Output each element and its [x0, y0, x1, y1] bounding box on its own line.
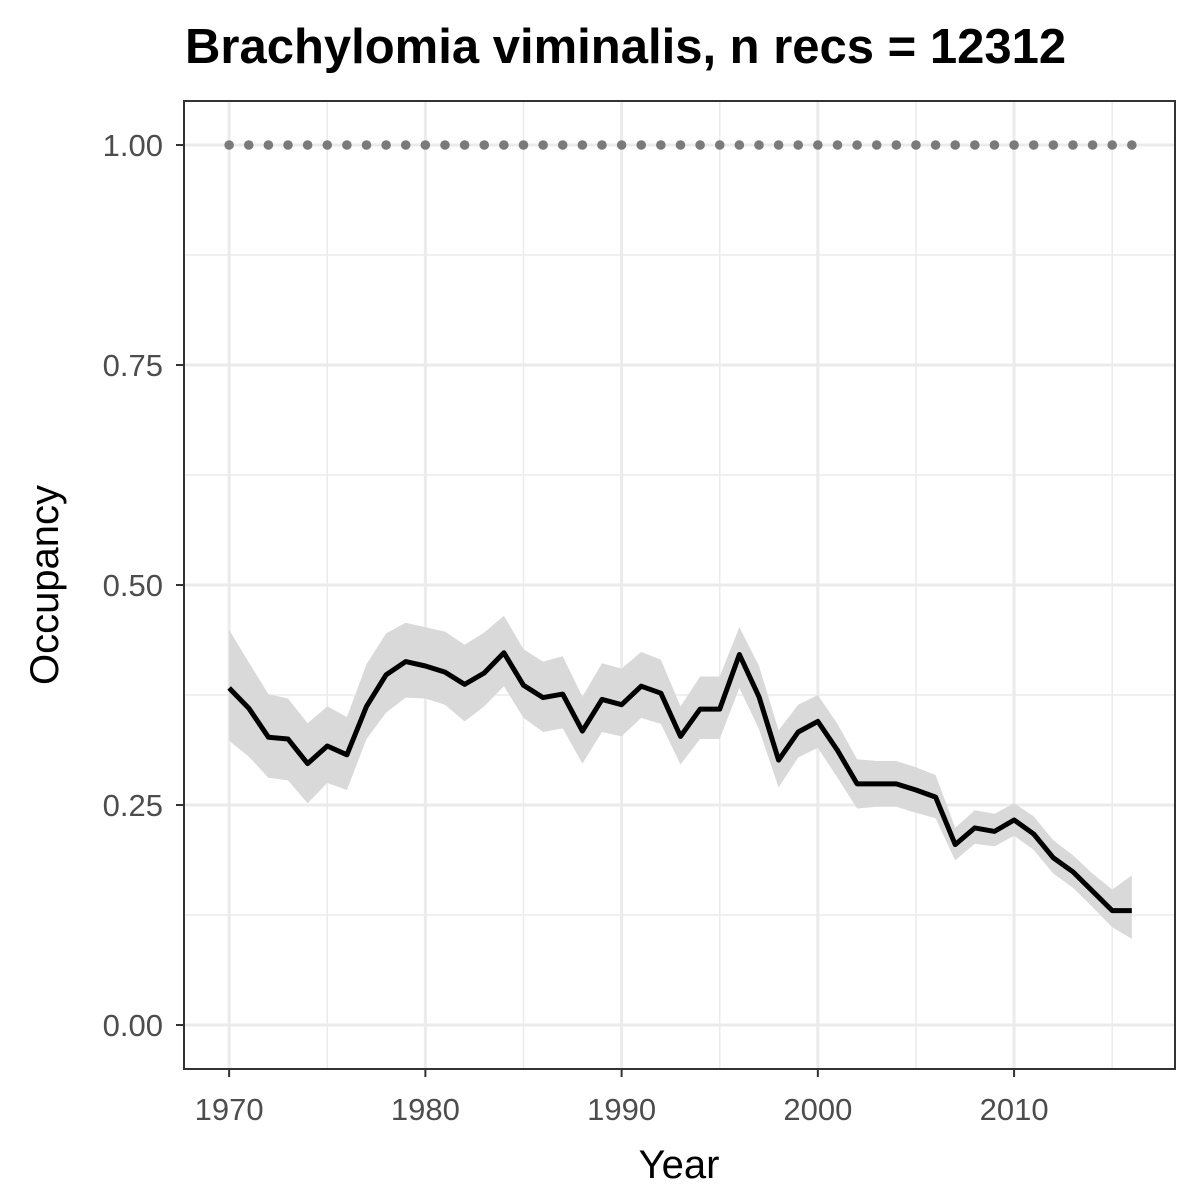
y-axis-title: Occupancy	[23, 485, 67, 685]
x-tick-label: 1990	[587, 1092, 656, 1127]
reference-dot	[263, 140, 274, 150]
y-tick-label: 0.75	[103, 348, 163, 383]
occupancy-line-layer	[227, 650, 1132, 914]
reference-dot	[459, 140, 470, 150]
reference-dot	[597, 140, 607, 150]
reference-dot	[322, 140, 333, 150]
y-axis-ticks: 0.00 0.25 0.50 0.75 1.00	[103, 128, 184, 1043]
reference-dot	[950, 140, 961, 150]
reference-dot	[891, 140, 902, 150]
reference-dot	[754, 140, 764, 150]
reference-dot	[636, 140, 647, 150]
reference-dot	[302, 140, 313, 150]
reference-dot	[1107, 140, 1118, 150]
reference-dot	[400, 140, 411, 150]
x-axis-ticks: 1970 1980 1990 2000 2010	[195, 1069, 1049, 1127]
reference-dot	[1048, 140, 1059, 150]
chart-title: Brachylomia viminalis, n recs = 12312	[185, 20, 1066, 74]
reference-dot	[243, 140, 254, 150]
reference-dot	[440, 140, 450, 150]
reference-dot	[773, 140, 784, 150]
reference-dots-layer	[224, 140, 1137, 150]
reference-dot	[813, 140, 823, 150]
reference-dot	[930, 140, 941, 150]
y-tick-label: 0.50	[103, 568, 163, 603]
reference-dot	[1068, 140, 1078, 150]
reference-dot	[695, 140, 705, 150]
reference-dot	[911, 140, 921, 150]
reference-dot	[734, 140, 745, 150]
reference-dot	[852, 140, 862, 150]
reference-dot	[989, 140, 1000, 150]
reference-dot	[1028, 140, 1039, 150]
reference-dot	[381, 140, 391, 150]
x-tick-label: 1970	[195, 1092, 264, 1127]
reference-dot	[832, 140, 843, 150]
reference-dot	[499, 140, 509, 150]
reference-dot	[342, 140, 352, 150]
reference-dot	[518, 140, 529, 150]
reference-dot	[1127, 140, 1137, 150]
reference-dot	[420, 140, 431, 150]
reference-dot	[224, 140, 234, 150]
x-tick-label: 2010	[980, 1092, 1049, 1127]
confidence-ribbon-layer	[229, 615, 1132, 939]
x-tick-label: 1980	[391, 1092, 460, 1127]
reference-dot	[714, 140, 725, 150]
reference-dot	[656, 140, 666, 150]
y-tick-label: 0.25	[103, 788, 163, 823]
occupancy-line	[227, 650, 1132, 914]
reference-dot	[577, 140, 588, 150]
grid-lines	[184, 101, 1175, 1069]
x-axis-title: Year	[639, 1143, 720, 1187]
reference-dot	[675, 140, 686, 150]
reference-dot	[1009, 140, 1019, 150]
y-tick-label: 0.00	[103, 1008, 163, 1043]
y-tick-label: 1.00	[103, 128, 163, 163]
reference-dot	[871, 140, 882, 150]
reference-dot	[616, 140, 627, 150]
reference-dot	[283, 140, 293, 150]
reference-dot	[361, 140, 372, 150]
reference-dot	[793, 140, 804, 150]
reference-dot	[970, 140, 980, 150]
reference-dot	[557, 140, 568, 150]
confidence-ribbon	[229, 615, 1132, 939]
reference-dot	[479, 140, 490, 150]
reference-dot	[1087, 140, 1098, 150]
x-tick-label: 2000	[783, 1092, 852, 1127]
reference-dot	[538, 140, 548, 150]
